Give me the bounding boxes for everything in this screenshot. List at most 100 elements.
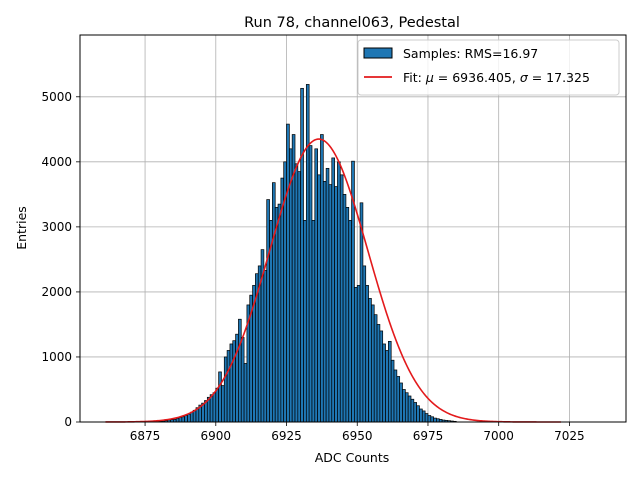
histogram-bar	[419, 408, 423, 423]
y-axis-ticks: 0 1000 2000 3000 4000 5000	[41, 90, 80, 429]
x-tick-label: 6925	[271, 429, 302, 443]
histogram-bar	[303, 220, 307, 423]
histogram-bar	[209, 394, 214, 423]
legend-histogram-swatch	[363, 47, 393, 59]
histogram-bar	[272, 182, 276, 423]
histogram-bar	[178, 417, 183, 423]
y-tick-label: 2000	[41, 285, 72, 299]
histogram-bar	[305, 84, 310, 423]
histogram-bar	[311, 220, 316, 423]
histogram-bar	[181, 416, 186, 423]
histogram-bar	[337, 161, 341, 423]
histogram-bar	[362, 265, 367, 423]
histogram-bar	[376, 324, 381, 423]
fit-curve	[105, 138, 561, 423]
fit-curve-layer	[105, 138, 561, 423]
histogram-bar	[286, 123, 290, 423]
histogram-bar	[229, 343, 234, 423]
histogram-bar	[288, 148, 293, 423]
x-axis-ticks: 6875 6900 6925 6950 6975 7000 7025	[130, 422, 585, 443]
histogram-bars	[156, 84, 457, 423]
histogram-bar	[294, 163, 299, 423]
histogram-bar	[402, 389, 406, 423]
y-tick-label: 5000	[41, 90, 72, 104]
histogram-bar	[433, 417, 437, 423]
x-axis-label: ADC Counts	[315, 450, 390, 465]
histogram-bar	[277, 203, 282, 423]
histogram-bar	[359, 202, 364, 423]
histogram-bar	[334, 186, 338, 423]
histogram-bar	[314, 148, 318, 423]
histogram-bar	[212, 392, 217, 423]
histogram-bar	[238, 318, 242, 423]
histogram-bar	[215, 387, 219, 423]
histogram-bar	[243, 363, 248, 423]
histogram-bar	[356, 285, 361, 423]
x-tick-label: 6900	[201, 429, 232, 443]
x-tick-label: 7025	[554, 429, 585, 443]
y-tick-label: 1000	[41, 350, 72, 364]
histogram-bar	[328, 184, 333, 423]
histogram-bar	[221, 385, 225, 423]
histogram-bar	[379, 330, 384, 423]
histogram-bar	[393, 369, 398, 423]
histogram-bar	[348, 220, 352, 423]
histogram-bar	[345, 207, 350, 423]
x-tick-label: 6950	[342, 429, 373, 443]
histogram-bar	[232, 340, 236, 423]
histogram-bar	[187, 413, 191, 423]
histogram-bar	[354, 287, 358, 423]
legend: Samples: RMS=16.97 Fit: μ = 6936.405, σ …	[357, 39, 620, 96]
x-tick-label: 6975	[413, 429, 444, 443]
histogram-bar	[382, 343, 386, 423]
histogram-bar	[175, 418, 180, 423]
histogram-bar	[223, 356, 228, 423]
legend-box	[357, 39, 620, 96]
x-tick-label: 7000	[483, 429, 514, 443]
histogram-bar	[274, 207, 279, 423]
histogram-bar	[322, 180, 327, 423]
histogram-bar	[385, 350, 389, 423]
histogram-bar	[410, 398, 415, 423]
histogram-bar	[300, 87, 304, 423]
y-tick-label: 0	[64, 415, 72, 429]
legend-histogram-label: Samples: RMS=16.97	[403, 46, 538, 61]
histogram-bar	[416, 405, 420, 423]
y-tick-label: 4000	[41, 155, 72, 169]
histogram-bar	[427, 415, 432, 423]
histogram-bar	[325, 167, 330, 423]
histogram-bar	[331, 157, 335, 423]
histogram-bar	[218, 371, 222, 423]
histogram-bar	[342, 194, 347, 423]
histogram-bar	[320, 134, 324, 423]
histogram-bar	[189, 411, 194, 423]
histogram-bar	[399, 382, 403, 423]
histogram-bar	[184, 415, 188, 423]
histogram-bar	[421, 410, 426, 423]
histogram-bar	[308, 145, 313, 423]
histogram-bar	[430, 416, 434, 423]
histogram-bar	[404, 392, 409, 423]
chart-title: Run 78, channel063, Pedestal	[244, 15, 460, 31]
histogram-bar	[371, 304, 375, 423]
histogram-bar	[280, 177, 285, 423]
histogram-bar	[424, 413, 429, 423]
histogram-bar	[388, 340, 392, 423]
x-tick-label: 6875	[130, 429, 161, 443]
histogram-bar	[266, 199, 270, 423]
y-tick-label: 3000	[41, 220, 72, 234]
histogram-bar	[297, 171, 302, 423]
histogram-bar	[368, 298, 372, 423]
histogram-bar	[317, 174, 321, 423]
plot-frame	[79, 34, 627, 423]
legend-fit-label: Fit: μ = 6936.405, σ = 17.325	[403, 70, 590, 85]
histogram-bar	[263, 270, 268, 423]
histogram-bar	[390, 359, 395, 423]
histogram-bar	[339, 174, 344, 423]
histogram-bar	[226, 350, 231, 423]
y-axis-label: Entries	[14, 206, 29, 250]
histogram-bar	[407, 395, 412, 423]
histogram-bar	[240, 337, 245, 423]
